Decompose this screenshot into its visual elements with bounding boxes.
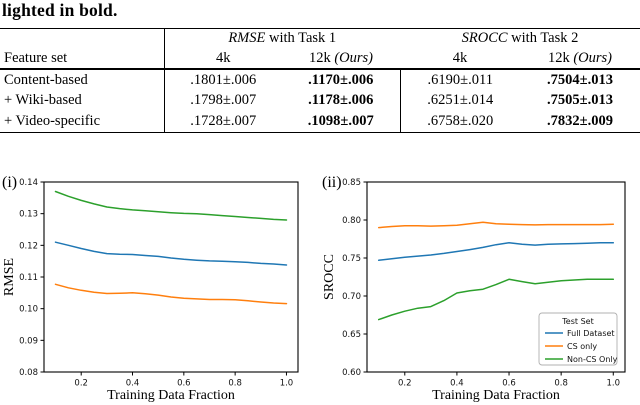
group-header-row: RMSE with Task 1 SROCC with Task 2 bbox=[0, 28, 640, 49]
rmse-math-label: RMSE bbox=[228, 30, 266, 46]
plot-frame bbox=[43, 181, 299, 373]
y-tick-label: 0.14 bbox=[19, 178, 38, 188]
results-table: RMSE with Task 1 SROCC with Task 2 Featu… bbox=[0, 28, 640, 133]
y-tick-label: 0.60 bbox=[342, 368, 361, 378]
x-axis-label: Training Data Fraction bbox=[432, 388, 560, 403]
value-cell: .1728±.007 bbox=[163, 111, 282, 132]
feature-cell: Content-based bbox=[4, 71, 88, 88]
panel-label-ii: (ii) bbox=[322, 174, 342, 191]
feature-cell: + Wiki-based bbox=[4, 92, 82, 109]
rmse-chart-panel: (i) 0.2 0.4 0.6 0.8 1.0 0.08 0.09 0.10 0.11 0.12 0… bbox=[0, 162, 320, 405]
y-tick-label: 0.65 bbox=[342, 330, 361, 340]
x-axis-label: Training Data Fraction bbox=[107, 388, 235, 403]
y-tick-label: 0.08 bbox=[19, 368, 38, 378]
rmse-line-chart: 0.2 0.4 0.6 0.8 1.0 0.08 0.09 0.10 0.11 0.12 0.13 0… bbox=[2, 178, 299, 403]
srocc-rest-label: with Task 2 bbox=[507, 30, 579, 46]
value-cell-ours: .1178±.006 bbox=[308, 92, 374, 109]
subheader-srocc-4k: 4k bbox=[400, 48, 520, 70]
x-tick-label: 0.8 bbox=[554, 379, 568, 389]
y-tick-label: 0.75 bbox=[342, 254, 361, 264]
y-tick-label: 0.12 bbox=[19, 241, 38, 251]
data-line-full-dataset bbox=[54, 241, 288, 266]
subheader-rmse-4k: 4k bbox=[163, 48, 282, 70]
legend-title: Test Set bbox=[561, 317, 593, 326]
value-cell: .6251±.014 bbox=[399, 90, 520, 111]
srocc-line-chart: 0.2 0.4 0.6 0.8 1.0 0.60 0.65 0.70 0.75 0.80 0.85 T… bbox=[322, 178, 626, 403]
data-line-cs-only bbox=[377, 221, 615, 229]
subheader-row: Feature set 4k 12k (Ours) 4k 12k (Ours) bbox=[0, 48, 640, 70]
y-tick-label: 0.09 bbox=[19, 336, 38, 346]
y-tick-label: 0.11 bbox=[19, 273, 38, 283]
feature-cell: + Video-specific bbox=[4, 112, 101, 129]
data-line-non-cs-only bbox=[54, 190, 288, 221]
y-tick-label: 0.10 bbox=[19, 305, 38, 315]
srocc-chart-panel: (ii) 0.2 0.4 0.6 0.8 1.0 0.60 0.65 0.70 0.75 0.80… bbox=[320, 162, 640, 405]
legend-entry-label: Full Dataset bbox=[567, 329, 615, 338]
table-row: Content-based .1801±.006 .1170±.006 .619… bbox=[0, 69, 640, 91]
value-cell-ours: .7504±.013 bbox=[547, 71, 613, 88]
table-row: + Video-specific .1728±.007 .1098±.007 .… bbox=[0, 111, 640, 132]
data-line-cs-only bbox=[54, 283, 288, 305]
feature-set-header: Feature set bbox=[0, 48, 164, 70]
group-header-rmse: RMSE with Task 1 bbox=[163, 28, 400, 48]
x-tick-label: 0.6 bbox=[177, 379, 191, 389]
value-cell-ours: .1170±.006 bbox=[308, 71, 374, 88]
y-tick-label: 0.13 bbox=[19, 210, 38, 220]
y-axis-label: RMSE bbox=[2, 258, 17, 296]
x-tick-label: 1.0 bbox=[280, 379, 294, 389]
y-axis-label: SROCC bbox=[322, 254, 337, 300]
caption-text: lighted in bold. bbox=[2, 0, 118, 20]
empty-corner-cell bbox=[0, 29, 164, 49]
panel-label-i: (i) bbox=[2, 174, 18, 191]
value-cell-ours: .7832±.009 bbox=[547, 112, 613, 129]
subheader-rmse-12k: 12k (Ours) bbox=[282, 48, 400, 70]
legend-box bbox=[538, 312, 618, 366]
data-line-non-cs-only bbox=[377, 278, 615, 321]
x-tick-label: 0.4 bbox=[450, 379, 464, 389]
value-cell-ours: .1098±.007 bbox=[307, 112, 374, 129]
y-tick-label: 0.70 bbox=[342, 292, 361, 302]
rmse-rest-label: with Task 1 bbox=[265, 30, 337, 46]
y-tick-label: 0.85 bbox=[342, 178, 361, 188]
x-tick-label: 1.0 bbox=[607, 379, 621, 389]
x-tick-label: 0.6 bbox=[502, 379, 516, 389]
x-tick-label: 0.4 bbox=[126, 379, 140, 389]
value-cell: .6758±.020 bbox=[399, 111, 520, 132]
value-cell: .1798±.007 bbox=[163, 90, 282, 111]
x-tick-label: 0.2 bbox=[398, 379, 412, 389]
x-tick-label: 0.8 bbox=[228, 379, 242, 389]
y-tick-label: 0.80 bbox=[342, 216, 361, 226]
value-cell-ours: .7505±.013 bbox=[547, 92, 613, 109]
value-cell: .1801±.006 bbox=[163, 69, 282, 91]
legend-entry-label: CS only bbox=[567, 342, 597, 351]
data-line-full-dataset bbox=[377, 242, 615, 262]
plot-frame bbox=[366, 181, 626, 373]
table-row: + Wiki-based .1798±.007 .1178±.006 .6251… bbox=[0, 90, 640, 111]
x-tick-label: 0.2 bbox=[74, 379, 88, 389]
srocc-math-label: SROCC bbox=[461, 30, 508, 46]
subheader-srocc-12k: 12k (Ours) bbox=[520, 48, 640, 70]
group-header-srocc: SROCC with Task 2 bbox=[400, 29, 640, 49]
legend-entry-label: Non-CS Only bbox=[567, 355, 618, 364]
value-cell: .6190±.011 bbox=[399, 69, 520, 91]
